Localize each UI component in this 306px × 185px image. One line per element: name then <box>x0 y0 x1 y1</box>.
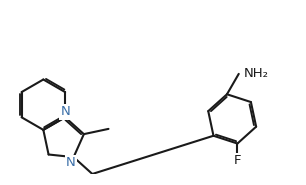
Text: N: N <box>66 156 76 169</box>
Text: N: N <box>60 105 70 119</box>
Text: NH₂: NH₂ <box>244 67 269 80</box>
Text: F: F <box>234 154 241 167</box>
